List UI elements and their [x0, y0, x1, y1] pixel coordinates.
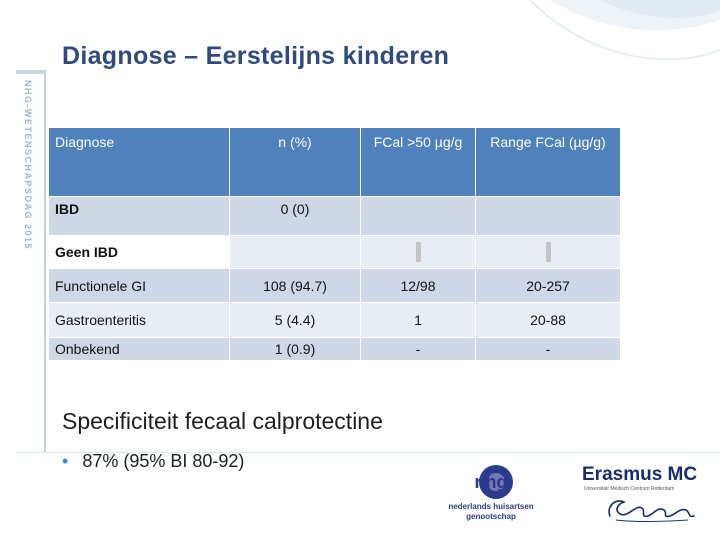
- table-row: IBD 0 (0): [48, 196, 621, 236]
- nhg-caption-line: nederlands huisartsen: [448, 502, 534, 511]
- divider-mark: [415, 242, 421, 262]
- side-bar-cap: [16, 70, 44, 74]
- erasmus-mc-name: Erasmus MC: [582, 464, 698, 485]
- bottom-rule: [16, 452, 720, 453]
- cell-range: [475, 196, 621, 236]
- cell-fcal: 12/98: [360, 268, 476, 303]
- cell-range: [475, 235, 621, 269]
- divider-mark: [545, 242, 551, 262]
- table-header-row: Diagnose n (%) FCal >50 µg/g Range FCal …: [48, 127, 621, 197]
- cell-n: [229, 235, 361, 269]
- cell-n: 5 (4.4): [229, 302, 361, 338]
- side-label: NHG-WETENSCHAPSDAG 2015: [23, 80, 33, 251]
- specificity-heading: Specificiteit fecaal calprotectine: [62, 408, 383, 434]
- cell-fcal: [360, 235, 476, 269]
- nhg-caption-line: genootschap: [466, 512, 516, 521]
- header-n: n (%): [229, 127, 361, 197]
- cell-diagnose: Functionele GI: [48, 268, 230, 303]
- table-row: Gastroenteritis 5 (4.4) 1 20-88: [48, 302, 621, 338]
- nhg-caption: nederlands huisartsen genootschap: [436, 502, 546, 522]
- slide-title: Diagnose – Eerstelijns kinderen: [62, 42, 450, 70]
- erasmus-signature-icon: [608, 500, 695, 522]
- table-row: Onbekend 1 (0.9) - -: [48, 337, 621, 361]
- bullet-icon: •: [62, 451, 69, 471]
- bullet-text: 87% (95% BI 80-92): [82, 451, 245, 471]
- table-row: Functionele GI 108 (94.7) 12/98 20-257: [48, 268, 621, 303]
- nhg-mark-text: nhg: [475, 472, 508, 492]
- header-range: Range FCal (µg/g): [475, 127, 621, 197]
- diagnosis-table: Diagnose n (%) FCal >50 µg/g Range FCal …: [48, 127, 621, 361]
- header-diagnose: Diagnose: [48, 127, 230, 197]
- cell-range: 20-88: [475, 302, 621, 338]
- cell-n: 0 (0): [229, 196, 361, 236]
- cell-range: 20-257: [475, 268, 621, 303]
- nhg-logo-mark: nhg: [475, 465, 513, 499]
- erasmus-mc-logo: Erasmus MC Universitair Medisch Centrum …: [582, 464, 702, 528]
- cell-diagnose: Geen IBD: [48, 235, 230, 269]
- cell-diagnose: IBD: [48, 196, 230, 236]
- table-row: Geen IBD: [48, 235, 621, 269]
- cell-n: 108 (94.7): [229, 268, 361, 303]
- corner-swoosh-decoration: [529, 0, 720, 61]
- cell-diagnose: Gastroenteritis: [48, 302, 230, 338]
- nhg-logo: nhg nederlands huisartsen genootschap: [436, 462, 546, 528]
- side-bar: [16, 70, 46, 452]
- cell-fcal: 1: [360, 302, 476, 338]
- erasmus-mc-subtitle: Universitair Medisch Centrum Rotterdam: [584, 486, 675, 492]
- header-fcal: FCal >50 µg/g: [360, 127, 476, 197]
- bullet-item: • 87% (95% BI 80-92): [62, 451, 244, 472]
- cell-n: 1 (0.9): [229, 337, 361, 361]
- cell-diagnose: Onbekend: [48, 337, 230, 361]
- cell-range: -: [475, 337, 621, 361]
- cell-fcal: [360, 196, 476, 236]
- cell-fcal: -: [360, 337, 476, 361]
